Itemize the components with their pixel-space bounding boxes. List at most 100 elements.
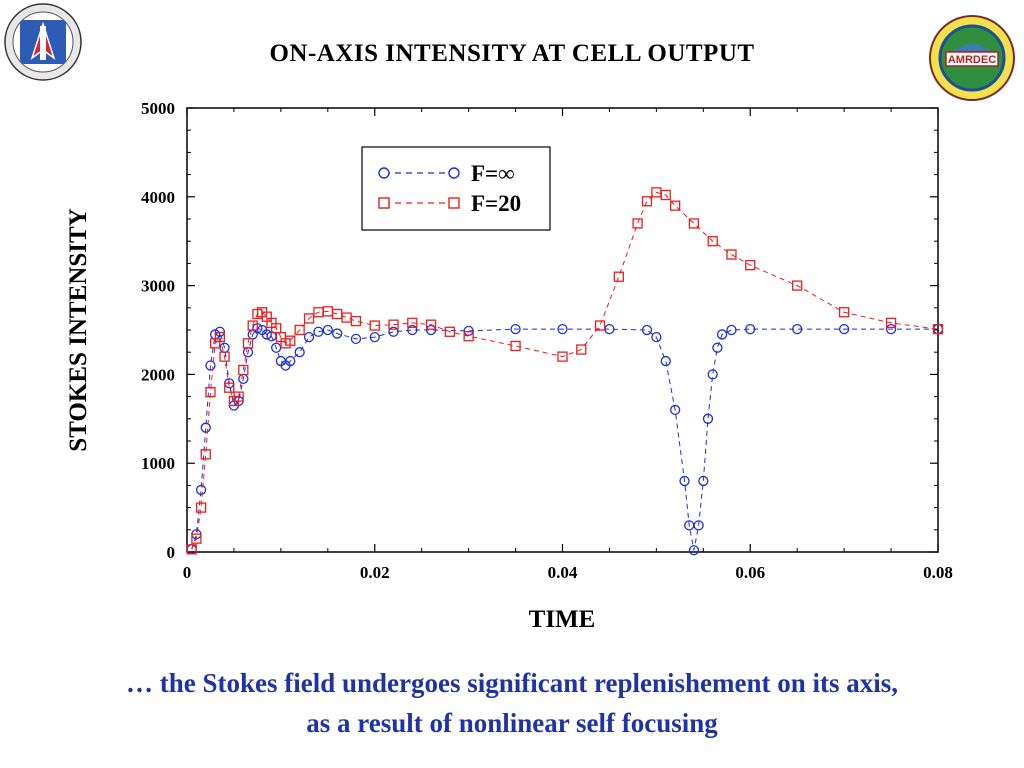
legend-marker (448, 167, 460, 179)
x-axis-label: TIME (529, 606, 596, 633)
data-point (557, 323, 568, 335)
data-point (195, 484, 207, 495)
data-point (294, 347, 305, 358)
data-point (651, 331, 662, 343)
data-point (726, 324, 737, 336)
data-point (200, 422, 211, 433)
x-tick-label: 0.06 (735, 563, 765, 582)
data-point (195, 502, 207, 513)
data-point (510, 340, 521, 352)
data-point (707, 369, 718, 380)
data-point (660, 189, 671, 201)
data-point (660, 355, 671, 367)
data-point (332, 328, 343, 339)
data-point (838, 307, 850, 318)
data-point (444, 326, 456, 337)
data-point (285, 335, 296, 346)
series-line (191, 191, 939, 550)
data-point (632, 218, 643, 229)
svg-text:AMRDEC: AMRDEC (948, 54, 996, 66)
data-point (425, 324, 437, 336)
data-point (716, 329, 728, 340)
data-point (261, 329, 272, 340)
series-f-20 (186, 187, 944, 555)
data-point (214, 331, 226, 343)
data-point (792, 323, 803, 335)
y-tick-label: 0 (167, 543, 176, 562)
data-point (693, 520, 704, 531)
data-point (238, 364, 249, 376)
data-point (594, 320, 606, 331)
legend-box (361, 146, 551, 231)
data-point (313, 326, 324, 337)
data-point (510, 323, 521, 335)
data-point (224, 382, 235, 393)
data-point (242, 338, 254, 349)
data-point (745, 260, 756, 271)
data-point (322, 324, 333, 336)
data-point (191, 533, 202, 544)
chart-title: ON-AXIS INTENSITY AT CELL OUTPUT (269, 40, 755, 67)
x-tick-label: 0.02 (360, 563, 390, 582)
data-point (792, 280, 803, 291)
data-point (702, 413, 714, 424)
data-point (838, 323, 850, 335)
data-point (341, 312, 352, 323)
data-point (726, 249, 737, 260)
data-point (745, 323, 756, 335)
data-point (303, 331, 315, 343)
data-point (707, 236, 718, 247)
legend-marker (378, 197, 390, 209)
data-point (463, 325, 474, 337)
legend-label: F=20 (471, 191, 521, 216)
data-point (576, 344, 587, 355)
data-point (613, 271, 624, 282)
amrdec-seal-logo: AMRDEC (929, 15, 1015, 101)
data-point (388, 326, 399, 337)
data-point (369, 320, 380, 331)
legend-label: F=∞ (471, 161, 515, 186)
data-point (885, 317, 897, 329)
data-point (205, 360, 216, 371)
data-point (247, 320, 258, 331)
y-tick-label: 3000 (141, 277, 175, 296)
y-axis-label: STOKES INTENSITY (65, 208, 92, 451)
data-point (670, 404, 681, 416)
y-tick-label: 1000 (141, 454, 175, 473)
data-point (285, 355, 296, 367)
army-seal-logo (4, 3, 82, 81)
data-point (350, 333, 362, 345)
data-point (350, 315, 362, 327)
data-point (679, 475, 690, 487)
data-point (932, 323, 944, 335)
y-tick-label: 4000 (141, 188, 175, 207)
data-point (463, 331, 474, 342)
data-point (388, 319, 399, 330)
data-point (885, 323, 897, 335)
series-f-infinity (186, 323, 944, 556)
data-point (425, 319, 437, 330)
caption-line-2: as a result of nonlinear self focusing (306, 708, 718, 738)
legend-marker (448, 197, 460, 209)
caption-line-1: … the Stokes field undergoes significant… (125, 668, 899, 698)
data-point (688, 545, 700, 556)
data-point (303, 313, 315, 324)
legend-marker (378, 167, 390, 179)
data-point (557, 351, 568, 362)
data-point (712, 342, 723, 353)
data-point (294, 324, 305, 336)
x-tick-label: 0 (183, 563, 192, 582)
x-tick-label: 0.08 (923, 563, 953, 582)
data-point (641, 196, 653, 207)
data-point (407, 317, 418, 329)
data-point (219, 351, 230, 362)
data-point (698, 475, 709, 487)
data-point (186, 544, 197, 555)
data-point (670, 200, 681, 211)
data-point (205, 387, 216, 398)
data-point (407, 324, 418, 336)
data-point (214, 326, 226, 337)
data-point (233, 391, 244, 402)
data-point (688, 218, 700, 229)
